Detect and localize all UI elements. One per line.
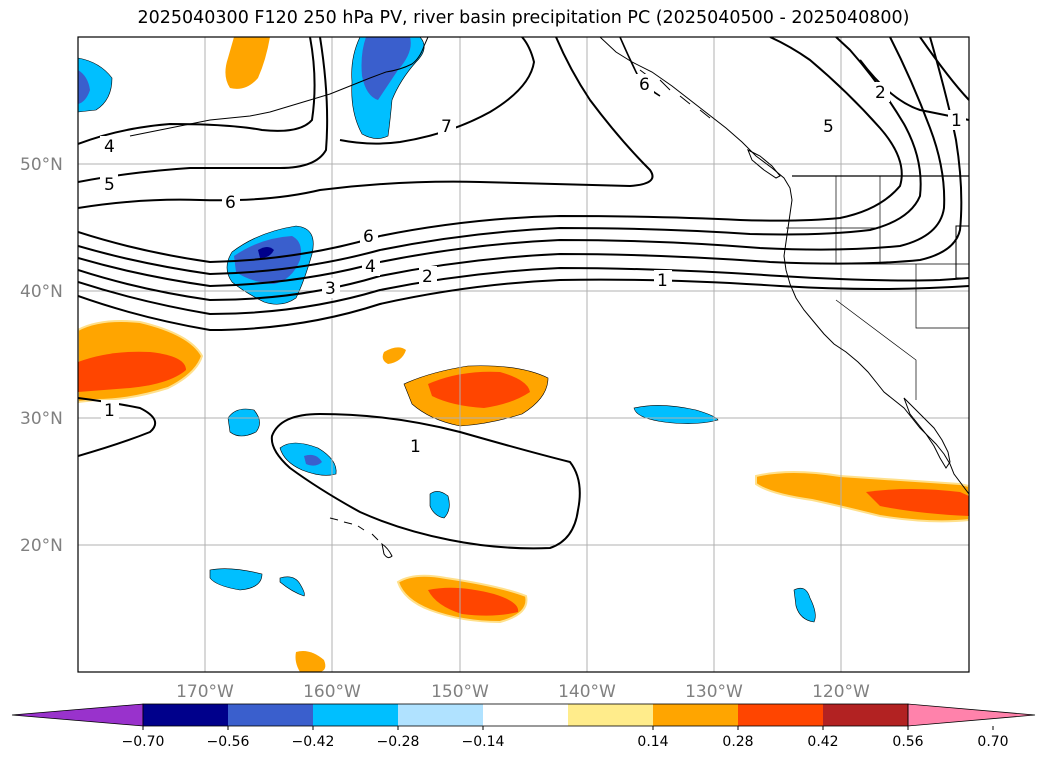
colorbar-tick-label: −0.42 bbox=[292, 734, 335, 750]
colorbar-frame bbox=[142, 703, 909, 727]
contour-label: 2 bbox=[875, 83, 886, 103]
positive-anomaly-region bbox=[225, 37, 270, 89]
lon-label-170w: 170°W bbox=[176, 682, 234, 702]
contour-label: 7 bbox=[441, 117, 452, 137]
contour-label: 4 bbox=[104, 137, 115, 157]
colorbar-box bbox=[568, 704, 653, 726]
contour-label: 4 bbox=[365, 257, 376, 277]
lon-label-120w: 120°W bbox=[812, 682, 870, 702]
lat-label-20n: 20°N bbox=[20, 536, 63, 556]
negative-anomaly-region bbox=[793, 587, 816, 623]
contour-labels: 4 5 6 6 4 3 2 1 7 6 2 5 1 1 bbox=[100, 74, 966, 457]
positive-anomaly-region bbox=[428, 587, 519, 616]
contour-label: 6 bbox=[363, 227, 374, 247]
contour-label: 1 bbox=[104, 401, 115, 421]
contour-label: 1 bbox=[657, 271, 668, 291]
contour-line-1-loop bbox=[270, 412, 581, 550]
longitude-labels: 170°W 160°W 150°W 140°W 130°W 120°W bbox=[176, 682, 870, 702]
colorbar-box bbox=[313, 704, 398, 726]
contour-line-1-upper bbox=[919, 37, 969, 101]
colorbar-tick-label: −0.14 bbox=[462, 734, 505, 750]
pv-contours bbox=[78, 37, 969, 550]
negative-anomaly-region bbox=[78, 57, 113, 113]
contour-line-5b bbox=[78, 37, 922, 276]
colorbar-box bbox=[823, 704, 908, 726]
contour-line-2 bbox=[78, 266, 969, 316]
colorbar-tick-label: 0.56 bbox=[892, 734, 923, 750]
contour-line-7 bbox=[339, 37, 536, 145]
negative-anomaly-region bbox=[78, 70, 90, 104]
gridlines bbox=[78, 37, 969, 672]
contour-line-4 bbox=[78, 37, 316, 145]
colorbar-extend-low bbox=[11, 703, 144, 727]
positive-anomaly-region bbox=[428, 371, 530, 408]
map-title: 2025040300 F120 250 hPa PV, river basin … bbox=[137, 8, 910, 28]
lat-label-30n: 30°N bbox=[20, 409, 63, 429]
negative-anomaly-region bbox=[227, 408, 260, 437]
positive-anomaly-region bbox=[866, 489, 969, 516]
contour-label: 1 bbox=[410, 437, 421, 457]
colorbar-box bbox=[398, 704, 483, 726]
negative-anomaly-region bbox=[429, 491, 450, 519]
colorbar-extend-high bbox=[907, 703, 1036, 727]
colorbar-box bbox=[143, 704, 228, 726]
shading-layer bbox=[78, 37, 969, 672]
negative-anomaly-region bbox=[209, 568, 263, 591]
map-frame bbox=[77, 36, 970, 673]
colorbar-tick-label: 0.42 bbox=[807, 734, 838, 750]
contour-line-6 bbox=[78, 37, 903, 264]
lon-label-150w: 150°W bbox=[431, 682, 489, 702]
contour-line-5 bbox=[78, 37, 329, 183]
colorbar-box bbox=[653, 704, 738, 726]
latitude-labels: 50°N 40°N 30°N 20°N bbox=[20, 155, 63, 556]
colorbar-tick-label: 0.14 bbox=[637, 734, 668, 750]
contour-label: 5 bbox=[823, 117, 834, 137]
contour-line-1 bbox=[78, 278, 969, 332]
lon-label-140w: 140°W bbox=[558, 682, 616, 702]
contour-line-4b bbox=[78, 37, 946, 288]
colorbar-box bbox=[738, 704, 823, 726]
contour-label: 6 bbox=[225, 193, 236, 213]
lat-label-40n: 40°N bbox=[20, 282, 63, 302]
negative-anomaly-region bbox=[633, 405, 719, 424]
negative-anomaly-region bbox=[304, 454, 322, 466]
positive-anomaly-region bbox=[382, 347, 406, 364]
contour-line-3 bbox=[78, 37, 963, 302]
colorbar-box bbox=[483, 704, 568, 726]
positive-anomaly-region bbox=[295, 651, 326, 672]
contour-label: 5 bbox=[104, 175, 115, 195]
negative-anomaly-region bbox=[258, 247, 274, 258]
colorbar: −0.70 −0.56 −0.42 −0.28 −0.14 0.14 0.28 0.42 0.5… bbox=[11, 703, 1036, 750]
negative-anomaly-region bbox=[361, 37, 411, 100]
lon-label-130w: 130°W bbox=[685, 682, 743, 702]
contour-label: 6 bbox=[639, 75, 650, 95]
colorbar-tick-label: −0.28 bbox=[377, 734, 420, 750]
contour-label: 3 bbox=[325, 279, 336, 299]
colorbar-tick-label: −0.70 bbox=[122, 734, 165, 750]
colorbar-tick-label: 0.28 bbox=[722, 734, 753, 750]
colorbar-tick-label: −0.56 bbox=[207, 734, 250, 750]
colorbar-box bbox=[228, 704, 313, 726]
positive-anomaly-region bbox=[78, 351, 186, 392]
negative-anomaly-region bbox=[279, 576, 305, 597]
contour-line-6-upper bbox=[78, 37, 654, 209]
lon-label-160w: 160°W bbox=[303, 682, 361, 702]
lat-label-50n: 50°N bbox=[20, 155, 63, 175]
colorbar-tick-label: 0.70 bbox=[977, 734, 1008, 750]
map-area[interactable] bbox=[78, 37, 969, 672]
contour-label: 1 bbox=[951, 111, 962, 131]
contour-label: 2 bbox=[422, 267, 433, 287]
